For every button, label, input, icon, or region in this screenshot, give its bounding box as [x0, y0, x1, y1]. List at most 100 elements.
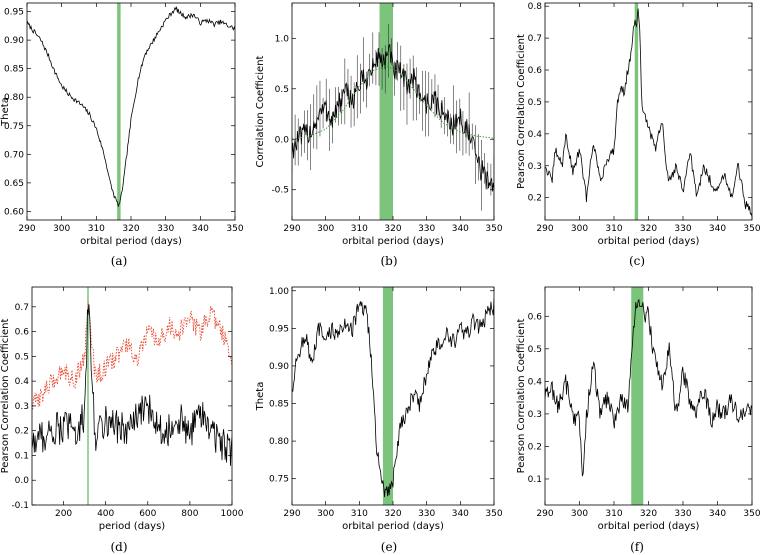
panel-a-x-tick-label: 340	[192, 224, 209, 234]
panel-c-y-axis-label: Pearson Correlation Coefficient	[516, 34, 527, 189]
panel-c-y-tick-label: 0.8	[528, 2, 543, 12]
panel-e-highlight-band	[382, 287, 393, 505]
panel-b-y-axis-label: Correlation Coefficient	[255, 55, 266, 167]
panel-b-y-tick-label: -0.5	[271, 186, 289, 196]
panel-a-caption: (a)	[111, 254, 128, 268]
panel-b-y-tick-label: 0.0	[275, 135, 290, 145]
panel-e-y-axis-label: Theta	[255, 382, 266, 412]
panel-a-x-axis-label: orbital period (days)	[80, 236, 182, 247]
panel-b-x-tick-label: 340	[452, 224, 469, 234]
panel-e-series-theta	[292, 298, 494, 498]
panel-b-y-tick-label: 1.0	[275, 34, 290, 44]
panel-e-y-tick-label: 0.75	[269, 475, 289, 485]
panel-f-series-pearson	[545, 298, 752, 477]
panel-e-x-tick-label: 350	[485, 509, 502, 519]
panel-d-series-comparison	[32, 302, 232, 410]
panel-e-x-axis-label: orbital period (days)	[342, 521, 444, 532]
panel-b-x-tick-label: 300	[317, 224, 334, 234]
panel-f-y-tick-label: 0.3	[528, 410, 542, 420]
panel-b-x-tick-label: 330	[418, 224, 435, 234]
panel-d-x-tick-label: 400	[97, 509, 114, 519]
panel-e-x-tick-label: 330	[418, 509, 435, 519]
panel-b-x-tick-label: 310	[351, 224, 368, 234]
panel-f-y-tick-label: 0.2	[528, 442, 542, 452]
panel-a-y-tick-label: 0.80	[4, 93, 24, 103]
panel-f-x-tick-label: 310	[605, 509, 622, 519]
panel-e-y-tick-label: 0.80	[269, 437, 289, 447]
panel-a-x-tick-label: 320	[122, 224, 139, 234]
panel-a-x-tick-label: 290	[18, 224, 35, 234]
panel-e-y-tick-label: 0.90	[269, 362, 289, 372]
panel-a-y-tick-label: 0.65	[4, 179, 24, 189]
panel-f-y-tick-label: 0.1	[528, 475, 542, 485]
panel-d-y-tick-label: 0.1	[15, 451, 29, 461]
panel-e-x-tick-label: 320	[384, 509, 401, 519]
panel-f-x-tick-label: 300	[571, 509, 588, 519]
panel-d-y-tick-label: -0.1	[11, 501, 29, 511]
panel-d-axes-frame	[31, 286, 233, 506]
panel-d-y-axis-label: Pearson Correlation Coefficient	[0, 319, 11, 474]
panel-c-y-tick-label: 0.4	[528, 130, 543, 140]
panel-f-x-axis-label: orbital period (days)	[598, 521, 700, 532]
panel-d-caption: (d)	[110, 540, 127, 554]
panel-d-y-tick-label: 0.5	[15, 352, 29, 362]
panel-e-x-tick-label: 300	[317, 509, 334, 519]
panel-f-y-tick-label: 0.4	[528, 377, 543, 387]
panel-f-y-axis-label: Pearson Correlation Coefficient	[516, 319, 527, 474]
panel-a-y-tick-label: 0.90	[4, 36, 24, 46]
panel-c-x-axis-label: orbital period (days)	[598, 236, 700, 247]
panel-b-x-tick-label: 320	[384, 224, 401, 234]
panel-e-x-tick-label: 290	[283, 509, 300, 519]
panel-f-highlight-band	[631, 287, 644, 505]
panel-a-y-tick-label: 0.75	[4, 122, 24, 132]
panel-d-x-tick-label: 800	[181, 509, 198, 519]
panel-c-x-tick-label: 350	[743, 224, 760, 234]
panel-e-y-tick-label: 0.95	[269, 324, 289, 334]
panel-b-series-correlation	[292, 43, 494, 192]
panel-c-y-tick-label: 0.3	[528, 162, 542, 172]
panel-c-x-tick-label: 340	[709, 224, 726, 234]
panel-c-axes-frame	[544, 2, 753, 221]
panel-b-caption: (b)	[380, 254, 397, 268]
panel-a-y-tick-label: 0.60	[4, 207, 24, 217]
panel-f-x-tick-label: 350	[743, 509, 760, 519]
panel-f-x-tick-label: 330	[674, 509, 691, 519]
panel-f-axes-frame	[544, 286, 753, 506]
panel-c-y-tick-label: 0.2	[528, 194, 542, 204]
panel-f-x-tick-label: 290	[536, 509, 553, 519]
panel-f-caption: (f)	[630, 540, 644, 554]
panel-d-y-tick-label: 0.0	[15, 476, 30, 486]
panel-e-y-tick-label: 0.85	[269, 400, 289, 410]
panel-a-highlight-band	[117, 3, 121, 220]
panel-e-x-tick-label: 310	[351, 509, 368, 519]
panel-e-x-tick-label: 340	[452, 509, 469, 519]
panel-d-x-tick-label: 1000	[221, 509, 244, 519]
panel-c-x-tick-label: 310	[605, 224, 622, 234]
panel-d-x-axis-label: period (days)	[99, 521, 166, 532]
panel-b-y-tick-label: 0.5	[275, 85, 289, 95]
panel-d-y-tick-label: 0.3	[15, 402, 29, 412]
panel-a-series-theta	[27, 5, 235, 207]
panel-a-axes-frame	[26, 2, 236, 221]
panel-c-highlight-band	[634, 3, 639, 220]
panel-d-x-tick-label: 600	[139, 509, 156, 519]
panel-b-highlight-band	[379, 3, 393, 220]
panel-f-x-tick-label: 320	[640, 509, 657, 519]
panel-c-x-tick-label: 330	[674, 224, 691, 234]
panel-c-x-tick-label: 290	[536, 224, 553, 234]
panel-a-y-tick-label: 0.85	[4, 65, 24, 75]
panel-c-x-tick-label: 300	[571, 224, 588, 234]
panel-b-x-tick-label: 290	[283, 224, 300, 234]
panel-e-y-tick-label: 1.00	[269, 287, 289, 297]
panel-a-y-tick-label: 0.70	[4, 150, 24, 160]
panel-d-y-tick-label: 0.6	[15, 328, 30, 338]
panel-d-x-tick-label: 200	[55, 509, 72, 519]
panel-c-y-tick-label: 0.5	[528, 98, 542, 108]
panel-c-x-tick-label: 320	[640, 224, 657, 234]
panel-a-x-tick-label: 330	[157, 224, 174, 234]
panel-a-x-tick-label: 350	[226, 224, 243, 234]
panel-b-x-axis-label: orbital period (days)	[342, 236, 444, 247]
panel-a-x-tick-label: 300	[53, 224, 70, 234]
panel-c-caption: (c)	[629, 254, 645, 268]
